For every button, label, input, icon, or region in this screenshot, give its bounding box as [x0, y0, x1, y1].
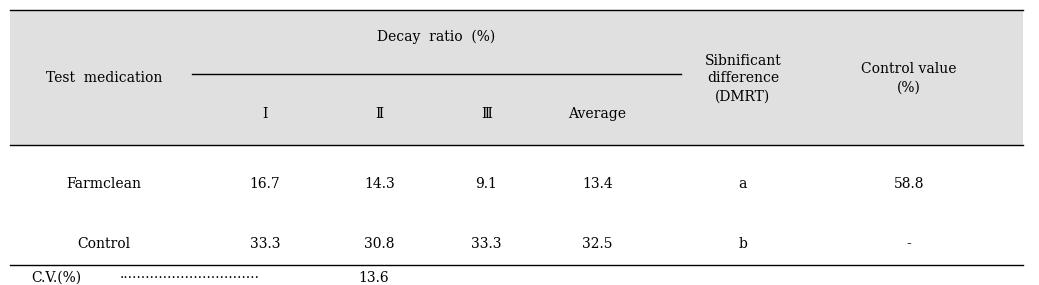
- Text: Control: Control: [77, 237, 131, 251]
- Text: 13.6: 13.6: [358, 271, 389, 285]
- Text: 33.3: 33.3: [471, 237, 502, 251]
- Text: I: I: [262, 107, 268, 121]
- Text: Average: Average: [568, 107, 627, 121]
- Text: C.V.(%): C.V.(%): [31, 271, 81, 285]
- Text: -: -: [907, 237, 911, 251]
- Text: Test  medication: Test medication: [46, 71, 162, 86]
- Text: ································: ································: [119, 271, 260, 285]
- Text: Ⅲ: Ⅲ: [481, 107, 491, 121]
- Text: b: b: [739, 237, 747, 251]
- Text: 32.5: 32.5: [582, 237, 613, 251]
- Text: 13.4: 13.4: [582, 177, 613, 191]
- Text: a: a: [739, 177, 747, 191]
- Text: Farmclean: Farmclean: [66, 177, 141, 191]
- Text: Ⅱ: Ⅱ: [375, 107, 383, 121]
- Text: 16.7: 16.7: [249, 177, 281, 191]
- Text: 9.1: 9.1: [475, 177, 498, 191]
- Text: 58.8: 58.8: [894, 177, 925, 191]
- Text: Sibnificant
difference
(DMRT): Sibnificant difference (DMRT): [704, 54, 781, 103]
- Text: Control value
(%): Control value (%): [861, 62, 957, 94]
- Text: 30.8: 30.8: [364, 237, 395, 251]
- Text: 33.3: 33.3: [249, 237, 281, 251]
- Text: 14.3: 14.3: [364, 177, 395, 191]
- FancyBboxPatch shape: [10, 10, 1023, 145]
- Text: Decay  ratio  (%): Decay ratio (%): [377, 30, 496, 44]
